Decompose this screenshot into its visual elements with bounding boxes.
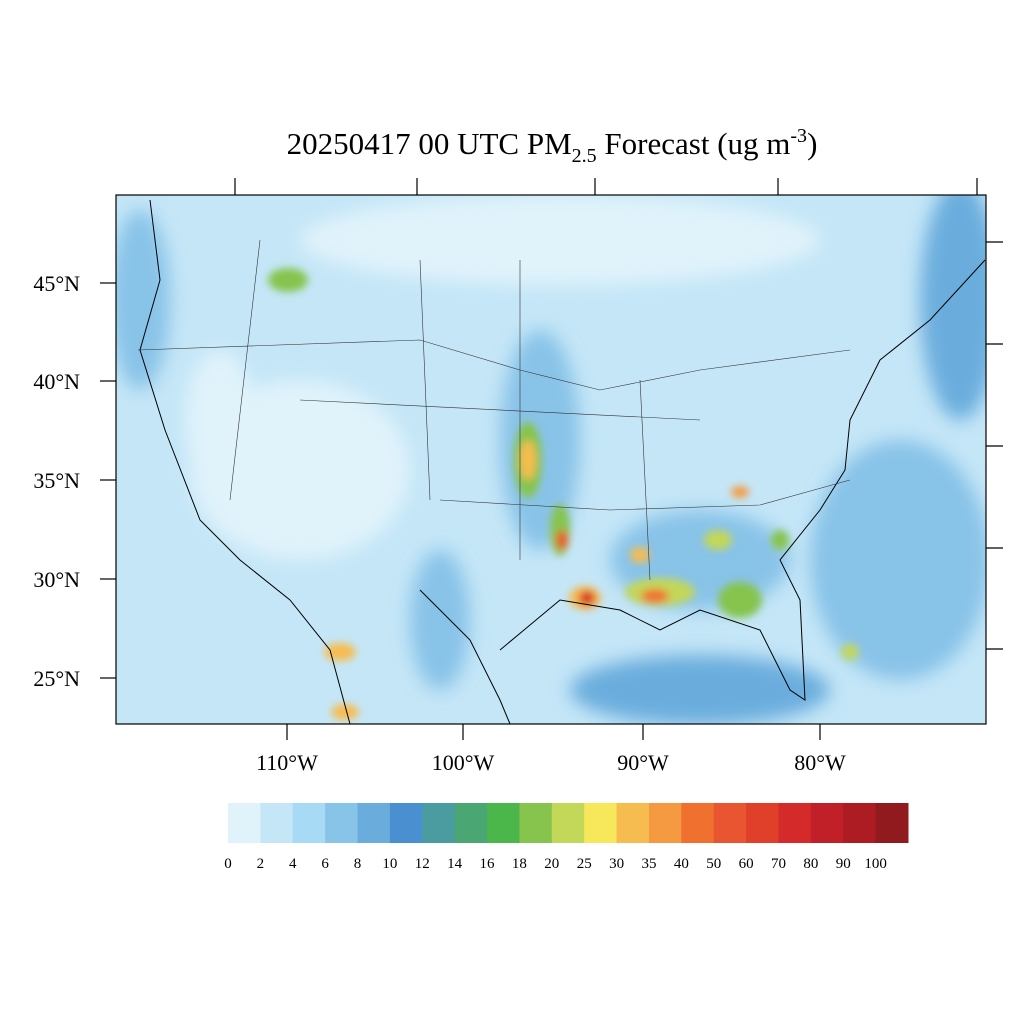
lon-label: 100°W	[432, 750, 495, 775]
colorbar-label: 25	[577, 856, 592, 872]
colorbar-swatch	[228, 803, 261, 843]
colorbar-label: 8	[354, 856, 362, 872]
colorbar-label: 20	[544, 856, 559, 872]
colorbar-label: 100	[864, 856, 887, 872]
colorbar-swatch	[584, 803, 618, 843]
colorbar-swatch	[389, 803, 423, 843]
colorbar-label: 60	[739, 856, 754, 872]
colorbar-label: 30	[609, 856, 624, 872]
colorbar-swatch	[357, 803, 391, 843]
map-ticks	[100, 178, 1003, 740]
colorbar-label: 10	[382, 856, 397, 872]
colorbar-swatch	[454, 803, 488, 843]
lon-label: 80°W	[794, 750, 846, 775]
colorbar-swatch	[422, 803, 456, 843]
title-end: )	[807, 126, 817, 161]
colorbar-label: 35	[641, 856, 656, 872]
colorbar-swatch	[648, 803, 682, 843]
title-main: 20250417 00 UTC PM	[287, 126, 572, 161]
colorbar-label: 0	[224, 856, 232, 872]
colorbar-label: 50	[706, 856, 721, 872]
colorbar-swatch	[681, 803, 715, 843]
colorbar-label: 4	[289, 856, 297, 872]
colorbar-label: 2	[257, 856, 265, 872]
colorbar-swatch	[746, 803, 779, 843]
map-field	[116, 195, 986, 724]
lat-label: 40°N	[33, 369, 80, 394]
colorbar-label: 70	[771, 856, 786, 872]
lon-label: 110°W	[256, 750, 318, 775]
title-sub: 2.5	[572, 145, 597, 167]
lat-label: 35°N	[33, 468, 80, 493]
lat-label: 30°N	[33, 567, 80, 592]
colorbar-label: 40	[674, 856, 689, 872]
title: 20250417 00 UTC PM2.5 Forecast (ug m-3)	[287, 125, 818, 167]
colorbar-swatch	[292, 803, 326, 843]
colorbar-swatch	[810, 803, 844, 843]
colorbar-label: 12	[415, 856, 430, 872]
lat-label: 45°N	[33, 271, 80, 296]
colorbar-swatch	[875, 803, 909, 843]
colorbar-swatch	[616, 803, 650, 843]
colorbar-swatch	[778, 803, 812, 843]
lat-label: 25°N	[33, 666, 80, 691]
colorbar-swatch	[713, 803, 747, 843]
title-sup: -3	[790, 125, 807, 147]
axis-labels: 110°W 100°W 90°W 80°W 45°N 40°N 35°N 30°N 25°N	[33, 271, 846, 775]
colorbar-label: 6	[321, 856, 329, 872]
colorbar-swatch	[260, 803, 294, 843]
lon-label: 90°W	[617, 750, 669, 775]
colorbar-label: 16	[480, 856, 496, 872]
colorbar-swatch	[843, 803, 877, 843]
colorbar-swatch	[487, 803, 520, 843]
colorbar-swatch	[325, 803, 359, 843]
colorbar: 0 2 4 6 8 10 12 14 16 18 20 25 30 35 40 50 60 70 80 90 100	[224, 803, 909, 872]
colorbar-label: 14	[447, 856, 463, 872]
title-mid: Forecast (ug m	[597, 126, 791, 161]
colorbar-label: 80	[803, 856, 818, 872]
colorbar-swatch	[551, 803, 585, 843]
map-frame	[115, 194, 987, 725]
colorbar-label: 90	[836, 856, 851, 872]
colorbar-label: 18	[512, 856, 527, 872]
colorbar-swatch	[519, 803, 553, 843]
